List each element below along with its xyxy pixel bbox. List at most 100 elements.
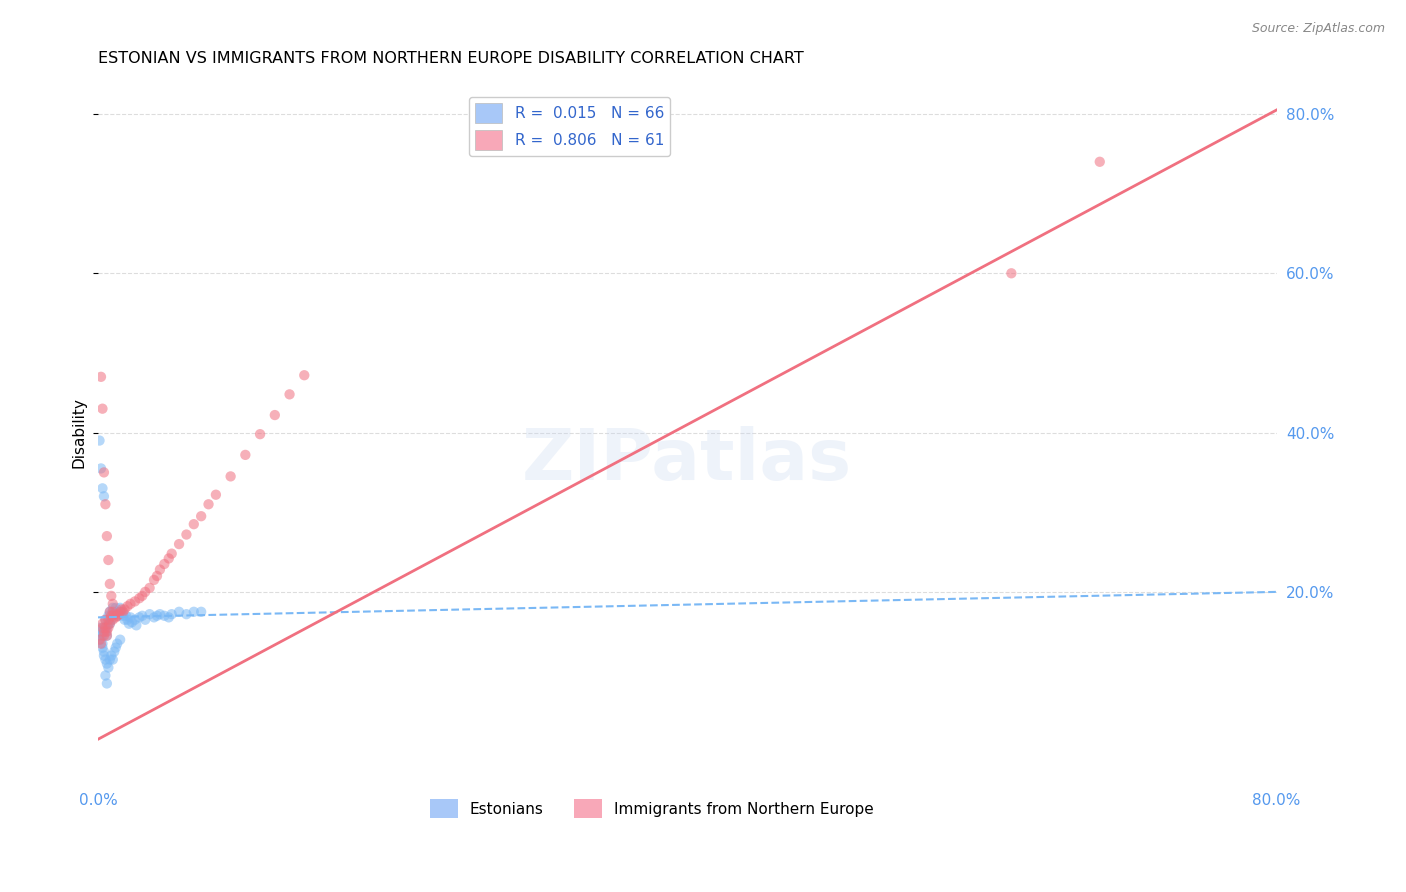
Point [104, 640, 127, 655]
Y-axis label: Disability: Disability [72, 397, 86, 468]
Point [93, 645, 115, 659]
Point [98, 605, 121, 619]
Point [89, 434, 111, 448]
Point [176, 527, 198, 541]
Point [157, 551, 180, 566]
Point [121, 615, 143, 629]
Point [101, 608, 124, 623]
Point [108, 632, 131, 647]
Point [160, 607, 183, 622]
Point [205, 488, 228, 502]
Point [94, 613, 117, 627]
Point [90, 624, 112, 639]
Point [100, 608, 122, 623]
Point [93, 489, 115, 503]
Point [96, 629, 118, 643]
Point [98, 652, 121, 666]
Point [103, 645, 125, 659]
Point [103, 607, 125, 622]
Point [91, 621, 114, 635]
Point [94, 652, 117, 666]
Point [90, 369, 112, 384]
Point [94, 497, 117, 511]
Point [93, 621, 115, 635]
Point [91, 401, 114, 416]
Point [125, 618, 148, 632]
Point [94, 613, 117, 627]
Point [134, 585, 156, 599]
Point [124, 594, 146, 608]
Point [107, 608, 129, 623]
Point [91, 637, 114, 651]
Point [263, 408, 285, 422]
Point [101, 600, 124, 615]
Point [110, 605, 132, 619]
Point [103, 605, 125, 619]
Point [134, 613, 156, 627]
Point [96, 629, 118, 643]
Point [153, 557, 176, 571]
Point [91, 640, 114, 655]
Point [96, 624, 118, 639]
Point [278, 387, 301, 401]
Point [138, 607, 160, 622]
Point [93, 466, 115, 480]
Point [131, 608, 153, 623]
Point [105, 608, 128, 623]
Point [146, 569, 169, 583]
Point [96, 676, 118, 690]
Point [138, 581, 160, 595]
Point [97, 616, 120, 631]
Point [104, 610, 127, 624]
Point [104, 600, 127, 615]
Point [97, 613, 120, 627]
Text: ZIPatlas: ZIPatlas [522, 426, 852, 495]
Point [101, 597, 124, 611]
Point [101, 652, 124, 666]
Point [120, 610, 142, 624]
Point [101, 605, 124, 619]
Point [120, 597, 142, 611]
Point [149, 607, 172, 622]
Point [176, 607, 198, 622]
Point [97, 621, 120, 635]
Point [98, 616, 121, 631]
Point [100, 648, 122, 663]
Point [98, 616, 121, 631]
Point [110, 602, 132, 616]
Point [89, 629, 111, 643]
Point [93, 648, 115, 663]
Point [114, 602, 136, 616]
Point [117, 613, 139, 627]
Point [105, 637, 128, 651]
Point [96, 621, 118, 635]
Point [90, 637, 112, 651]
Point [93, 624, 115, 639]
Text: ESTONIAN VS IMMIGRANTS FROM NORTHERN EUROPE DISABILITY CORRELATION CHART: ESTONIAN VS IMMIGRANTS FROM NORTHERN EUR… [98, 51, 804, 66]
Point [143, 573, 166, 587]
Point [190, 605, 212, 619]
Point [118, 616, 141, 631]
Point [89, 621, 111, 635]
Point [98, 577, 121, 591]
Point [292, 368, 315, 383]
Point [100, 613, 122, 627]
Point [146, 608, 169, 623]
Point [153, 608, 176, 623]
Point [94, 668, 117, 682]
Point [91, 616, 114, 631]
Point [90, 461, 112, 475]
Point [219, 469, 242, 483]
Point [107, 607, 129, 622]
Point [124, 613, 146, 627]
Point [93, 629, 115, 643]
Point [101, 613, 124, 627]
Point [97, 553, 120, 567]
Point [105, 605, 128, 619]
Point [167, 537, 190, 551]
Point [117, 599, 139, 614]
Point [149, 563, 172, 577]
Point [183, 605, 205, 619]
Point [183, 517, 205, 532]
Point [128, 610, 150, 624]
